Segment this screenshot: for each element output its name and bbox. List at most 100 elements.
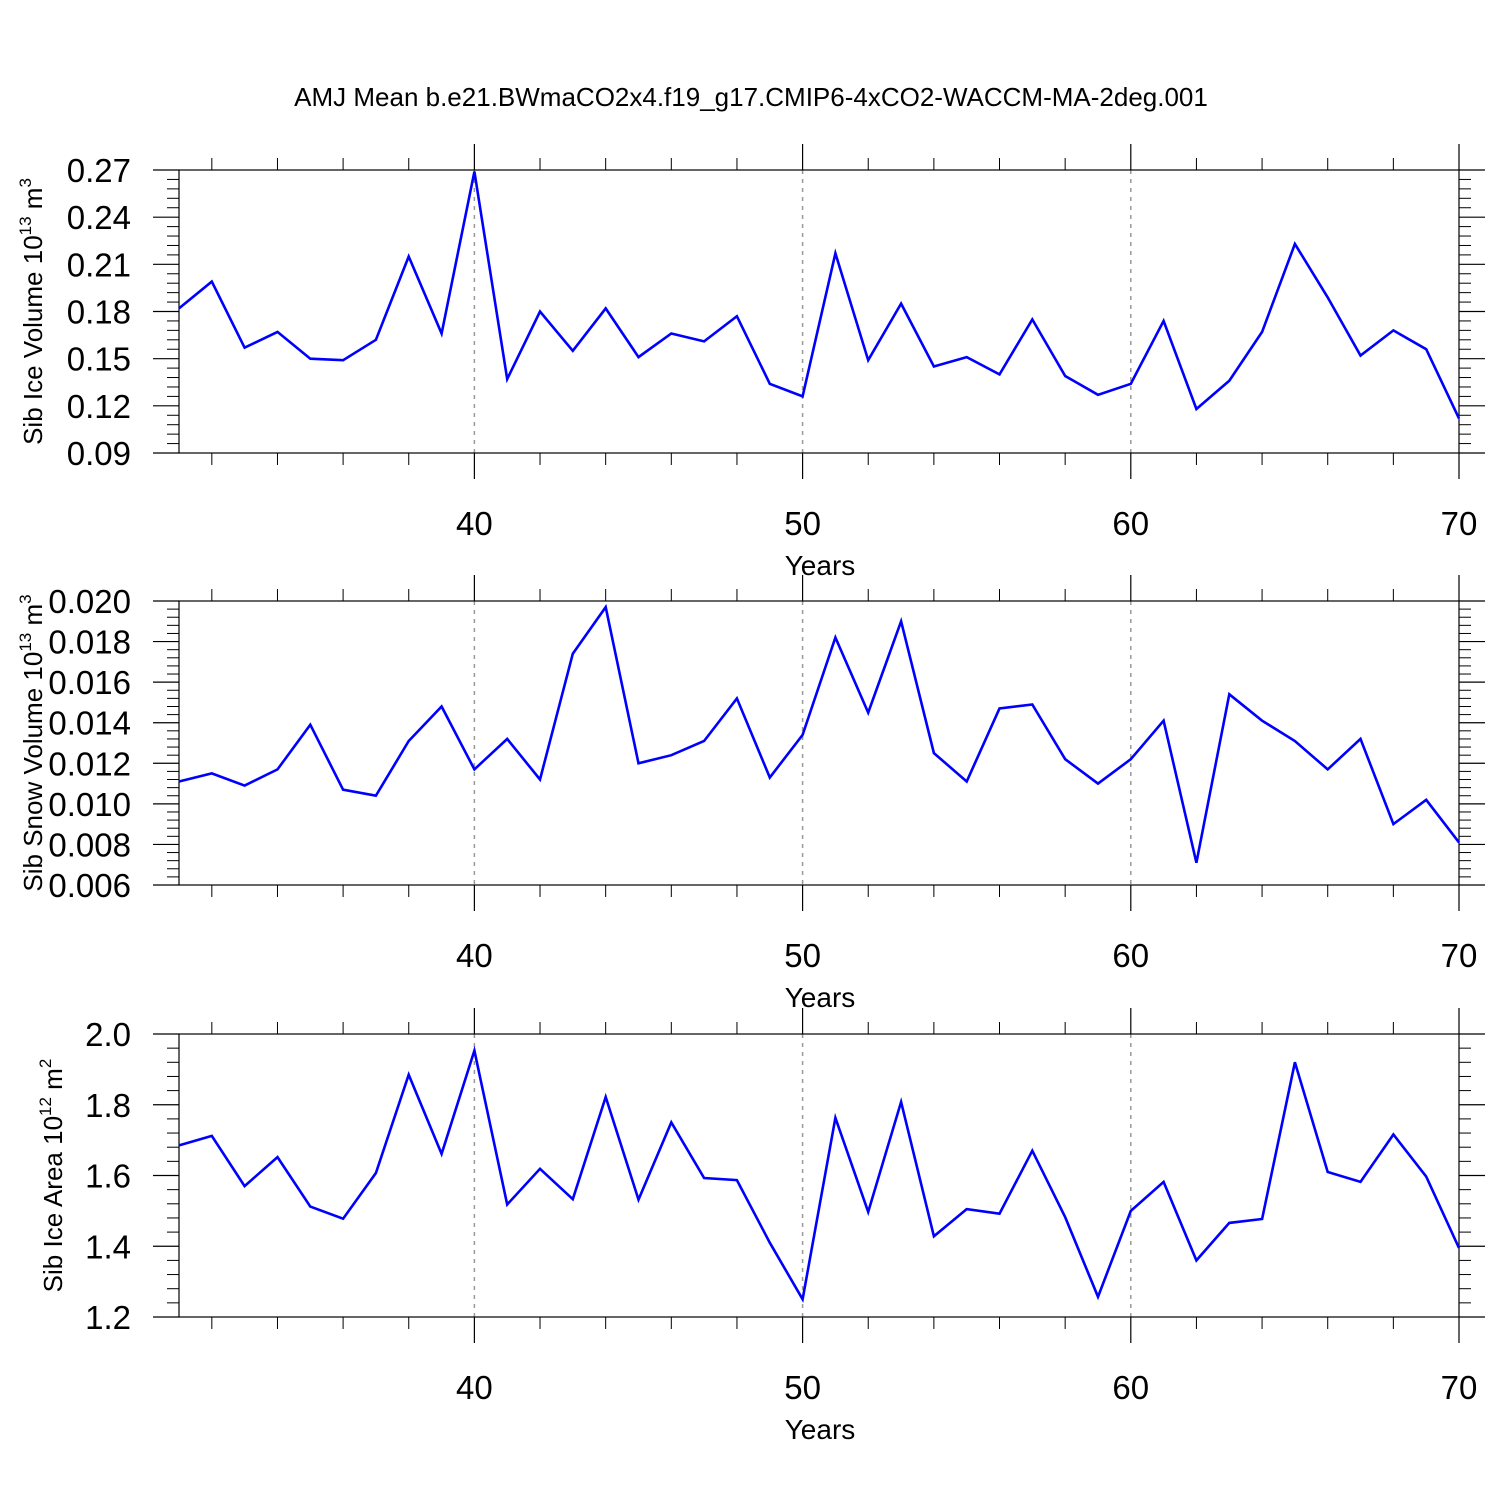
y-tick-label: 1.6 — [85, 1158, 131, 1195]
y-axis-label: Sib Ice Volume 1013 m3 — [16, 178, 48, 445]
data-point — [999, 1213, 1001, 1215]
data-point — [1392, 329, 1394, 331]
data-point — [309, 724, 311, 726]
data-point — [1327, 296, 1329, 298]
chart-panel-3: 40 50 60 70 1.2 1.4 1.6 1.8 2.0 Years Sib Ice Area… — [36, 1008, 1485, 1445]
data-point — [670, 1121, 672, 1123]
data-point — [900, 1101, 902, 1103]
data-point — [900, 303, 902, 305]
data-point — [703, 1177, 705, 1179]
data-point — [1097, 1296, 1099, 1298]
y-tick-label: 0.014 — [48, 705, 131, 742]
data-point — [1294, 1061, 1296, 1063]
data-point — [1392, 1133, 1394, 1135]
figure-title: AMJ Mean b.e21.BWmaCO2x4.f19_g17.CMIP6-4… — [294, 82, 1208, 112]
y-tick-label: 2.0 — [85, 1016, 131, 1053]
data-point — [1195, 408, 1197, 410]
data-point — [244, 785, 246, 787]
data-point — [1031, 318, 1033, 320]
data-point — [572, 1198, 574, 1200]
data-point — [276, 331, 278, 333]
data-point — [605, 307, 607, 309]
data-point — [1031, 703, 1033, 705]
data-point — [1195, 862, 1197, 864]
y-tick-label: 0.012 — [48, 745, 131, 782]
data-point — [178, 781, 180, 783]
data-point — [539, 311, 541, 312]
data-point — [1163, 320, 1165, 322]
data-point — [244, 1185, 246, 1187]
data-point — [802, 395, 804, 397]
data-point — [1360, 738, 1362, 740]
data-point — [1360, 355, 1362, 357]
data-point — [1064, 375, 1066, 377]
data-point — [1458, 417, 1460, 419]
data-point — [637, 762, 639, 764]
data-point — [769, 776, 771, 778]
data-point — [769, 1242, 771, 1244]
data-point — [1228, 380, 1230, 382]
data-point — [1130, 1210, 1132, 1212]
data-point — [375, 795, 377, 797]
data-point — [834, 1117, 836, 1119]
data-point — [342, 359, 344, 361]
data-point — [637, 356, 639, 358]
data-point — [276, 1156, 278, 1158]
data-point — [342, 789, 344, 791]
y-tick-label: 1.4 — [85, 1228, 131, 1265]
data-point — [473, 768, 475, 770]
y-tick-label: 0.016 — [48, 664, 131, 701]
data-point — [736, 315, 738, 317]
data-point — [572, 350, 574, 352]
data-point — [966, 1208, 968, 1210]
data-point — [867, 712, 869, 714]
y-tick-label: 0.24 — [67, 199, 131, 236]
data-point — [1392, 823, 1394, 825]
data-series-line — [178, 1045, 1461, 1304]
data-point — [1294, 243, 1296, 245]
y-tick-label: 0.006 — [48, 867, 131, 904]
data-point — [736, 1179, 738, 1181]
data-point — [441, 333, 443, 335]
data-point — [1228, 1222, 1230, 1224]
x-tick-label: 70 — [1441, 505, 1478, 542]
data-point — [1327, 768, 1329, 770]
x-tick-label: 40 — [456, 937, 493, 974]
data-point — [1294, 740, 1296, 742]
data-point — [178, 307, 180, 309]
data-point — [605, 606, 607, 608]
data-point — [1425, 1176, 1427, 1178]
data-point — [1097, 394, 1099, 396]
data-point — [506, 378, 508, 380]
data-point — [670, 333, 672, 335]
data-point — [867, 1211, 869, 1213]
data-point — [506, 1204, 508, 1206]
y-tick-label: 0.27 — [67, 152, 131, 189]
data-series-line — [178, 171, 1461, 419]
y-tick-label: 0.010 — [48, 786, 131, 823]
x-tick-label: 50 — [784, 505, 821, 542]
y-axis-label: Sib Snow Volume 1013 m3 — [16, 594, 48, 891]
data-point — [1327, 1171, 1329, 1173]
y-tick-label: 0.008 — [48, 826, 131, 863]
data-point — [1360, 1181, 1362, 1183]
data-point — [1163, 1181, 1165, 1183]
data-point — [309, 358, 311, 360]
x-tick-label: 70 — [1441, 937, 1478, 974]
data-point — [1261, 1218, 1263, 1220]
data-point — [408, 740, 410, 742]
data-point — [572, 653, 574, 655]
data-point — [539, 1168, 541, 1170]
x-axis-label: Years — [785, 550, 856, 581]
x-axis-label: Years — [785, 982, 856, 1013]
data-point — [834, 252, 836, 254]
data-point — [309, 1206, 311, 1208]
data-point — [867, 359, 869, 361]
x-tick-label: 60 — [1112, 505, 1149, 542]
data-point — [933, 752, 935, 754]
data-point — [178, 1144, 180, 1146]
data-point — [966, 781, 968, 783]
x-axis-label: Years — [785, 1414, 856, 1445]
data-point — [1261, 720, 1263, 722]
